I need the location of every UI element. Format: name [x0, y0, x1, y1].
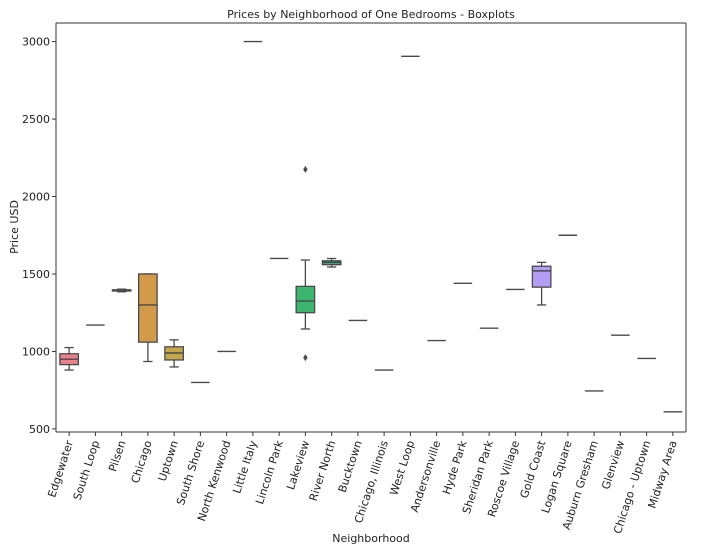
box-group: [531, 261, 552, 306]
box-group: [164, 339, 185, 368]
y-axis-label: Price USD: [8, 200, 21, 254]
iqr-box: [137, 273, 158, 343]
box-group: [59, 346, 80, 371]
box-group: [295, 165, 316, 362]
outlier-point: [303, 165, 308, 173]
y-ticks: 500 1000 1500 2000 2500 3000: [22, 36, 56, 436]
y-tick-label: 500: [29, 423, 50, 436]
box-group: [321, 257, 342, 268]
iqr-box: [531, 265, 552, 288]
outlier-point: [303, 354, 308, 362]
iqr-box: [295, 285, 316, 314]
y-tick-label: 1500: [22, 268, 50, 281]
y-tick-label: 2000: [22, 191, 50, 204]
boxes-layer: [59, 40, 683, 413]
box-group: [111, 288, 132, 293]
y-tick-label: 1000: [22, 345, 50, 358]
plot-area: [56, 23, 686, 432]
y-tick-label: 2500: [22, 113, 50, 126]
x-axis-label: Neighborhood: [332, 532, 409, 545]
box-group: [137, 273, 158, 363]
chart-title: Prices by Neighborhood of One Bedrooms -…: [227, 8, 515, 21]
y-tick-label: 3000: [22, 36, 50, 49]
